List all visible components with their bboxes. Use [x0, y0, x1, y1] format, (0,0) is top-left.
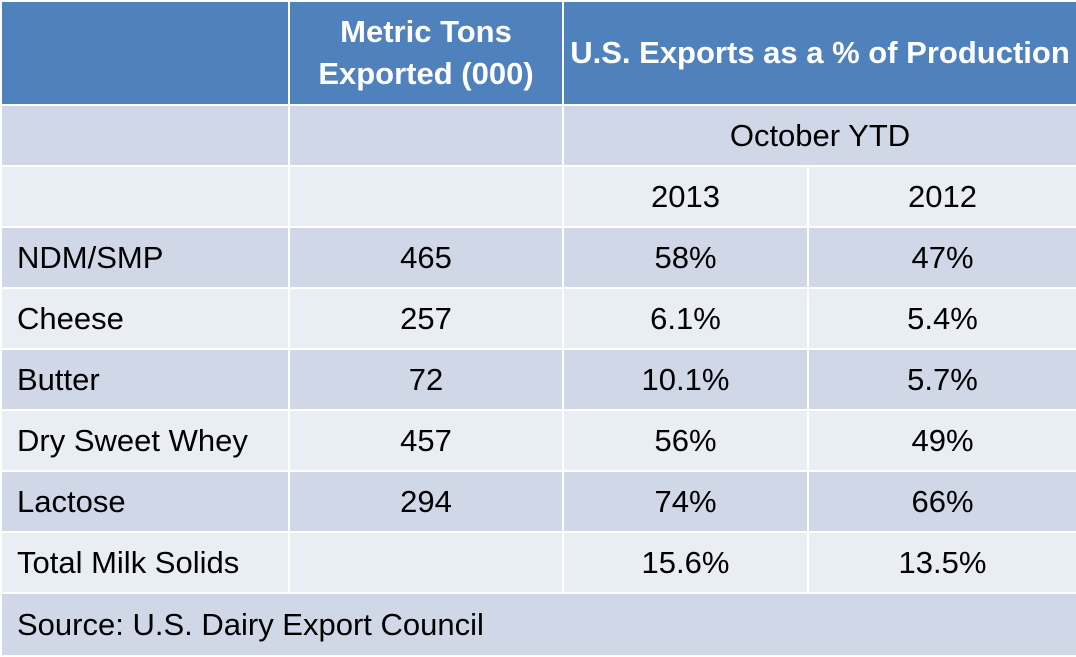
pct-2013-value: 15.6% [562, 531, 809, 594]
pct-2012-value: 66% [807, 470, 1076, 533]
metric-tons-value: 294 [288, 470, 564, 533]
pct-2013-value: 56% [562, 409, 809, 472]
pct-2013-value: 74% [562, 470, 809, 533]
metric-tons-value [288, 531, 564, 594]
product-name: Lactose [0, 470, 290, 533]
table-row: Lactose 294 74% 66% [0, 470, 1076, 533]
period-label: October YTD [562, 104, 1076, 167]
metric-tons-value: 465 [288, 226, 564, 289]
product-name: Butter [0, 348, 290, 411]
years-row: 2013 2012 [0, 165, 1076, 228]
header-row: Metric Tons Exported (000) U.S. Exports … [0, 0, 1076, 106]
metric-tons-value: 257 [288, 287, 564, 350]
product-name: Dry Sweet Whey [0, 409, 290, 472]
pct-2013-value: 10.1% [562, 348, 809, 411]
table-row: NDM/SMP 465 58% 47% [0, 226, 1076, 289]
period-row: October YTD [0, 104, 1076, 167]
pct-2012-value: 47% [807, 226, 1076, 289]
metric-tons-value: 72 [288, 348, 564, 411]
source-note: Source: U.S. Dairy Export Council [0, 592, 1076, 657]
table-row: Total Milk Solids 15.6% 13.5% [0, 531, 1076, 594]
header-pct-production: U.S. Exports as a % of Production [562, 0, 1076, 106]
table-row: Cheese 257 6.1% 5.4% [0, 287, 1076, 350]
year-label: 2012 [807, 165, 1076, 228]
source-row: Source: U.S. Dairy Export Council [0, 592, 1076, 657]
metric-tons-value: 457 [288, 409, 564, 472]
pct-2012-value: 49% [807, 409, 1076, 472]
pct-2012-value: 5.7% [807, 348, 1076, 411]
header-metric-tons: Metric Tons Exported (000) [288, 0, 564, 106]
pct-2012-value: 13.5% [807, 531, 1076, 594]
product-name: NDM/SMP [0, 226, 290, 289]
table-row: Dry Sweet Whey 457 56% 49% [0, 409, 1076, 472]
product-name: Cheese [0, 287, 290, 350]
pct-2012-value: 5.4% [807, 287, 1076, 350]
header-product [0, 0, 290, 106]
pct-2013-value: 58% [562, 226, 809, 289]
table-row: Butter 72 10.1% 5.7% [0, 348, 1076, 411]
product-name: Total Milk Solids [0, 531, 290, 594]
pct-2013-value: 6.1% [562, 287, 809, 350]
year-label: 2013 [562, 165, 809, 228]
